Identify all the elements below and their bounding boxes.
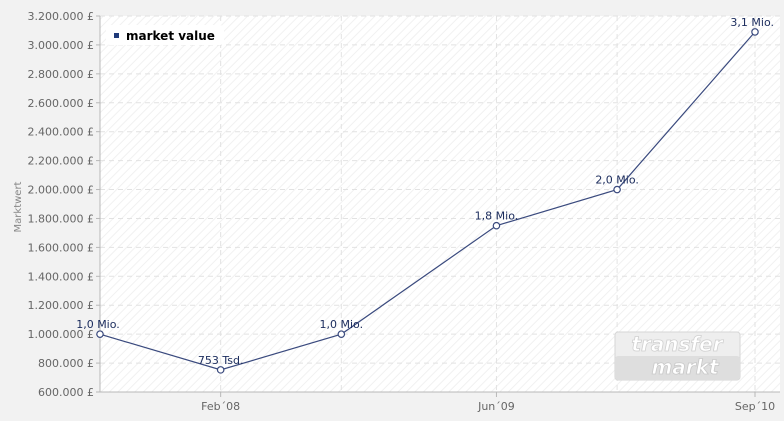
y-tick-label: 1.800.000 £ [28,212,94,225]
y-tick-label: 2.600.000 £ [28,97,94,110]
y-tick-label: 2.400.000 £ [28,126,94,139]
data-label: 1,0 Mio. [320,318,364,331]
x-tick-label: Jun´09 [477,400,515,413]
y-tick-label: 1.400.000 £ [28,270,94,283]
watermark-band [615,356,740,380]
data-point[interactable] [216,366,225,374]
data-label: 1,8 Mio. [475,210,519,223]
watermark-text-top: transfer [631,332,723,356]
y-axis-title: Marktwert [13,181,24,232]
legend-box [106,25,224,45]
y-tick-label: 1.200.000 £ [28,299,94,312]
data-point[interactable] [613,185,621,194]
legend-marker [114,33,119,38]
legend: market value [106,25,224,45]
axes [99,16,780,393]
data-point[interactable] [337,330,346,338]
data-point[interactable] [751,28,759,36]
y-tick-label: 1.600.000 £ [28,241,94,254]
watermark-logo: transfer markt [614,331,741,381]
x-tick-label: Sep´10 [735,400,775,413]
x-tick-label: Feb´08 [201,400,240,413]
y-tick-label: 3.200.000 £ [28,10,94,23]
data-label: 3,1 Mio. [730,16,774,29]
data-point[interactable] [492,221,501,230]
x-tick-labels: Feb´08 Jun´09 Sep´10 [201,392,775,413]
data-label: 1,0 Mio. [76,318,120,331]
plot-area [100,16,780,392]
data-point[interactable] [96,330,104,338]
y-tick-label: 1.000.000 £ [28,328,94,341]
series-market-value: 1,0 Mio. 753 Tsd. 1,0 Mio. 1,8 Mio. 2,0 Mio.… [76,16,774,374]
y-tick-label: 2.200.000 £ [28,155,94,168]
watermark-text-bottom: markt [651,355,720,379]
y-tick-label: 2.000.000 £ [28,184,94,197]
y-tick-label: 2.800.000 £ [28,68,94,81]
data-label: 2,0 Mio. [595,174,639,187]
legend-label: market value [126,29,215,43]
y-tick-label: 800.000 £ [38,357,94,370]
y-tick-label: 600.000 £ [38,386,94,399]
data-label: 753 Tsd. [198,354,244,367]
y-tick-label: 3.000.000 £ [28,39,94,52]
series-line [99,31,756,371]
y-tick-labels: 600.000 £ 800.000 £ 1.000.000 £ 1.200.000 £… [28,10,100,399]
